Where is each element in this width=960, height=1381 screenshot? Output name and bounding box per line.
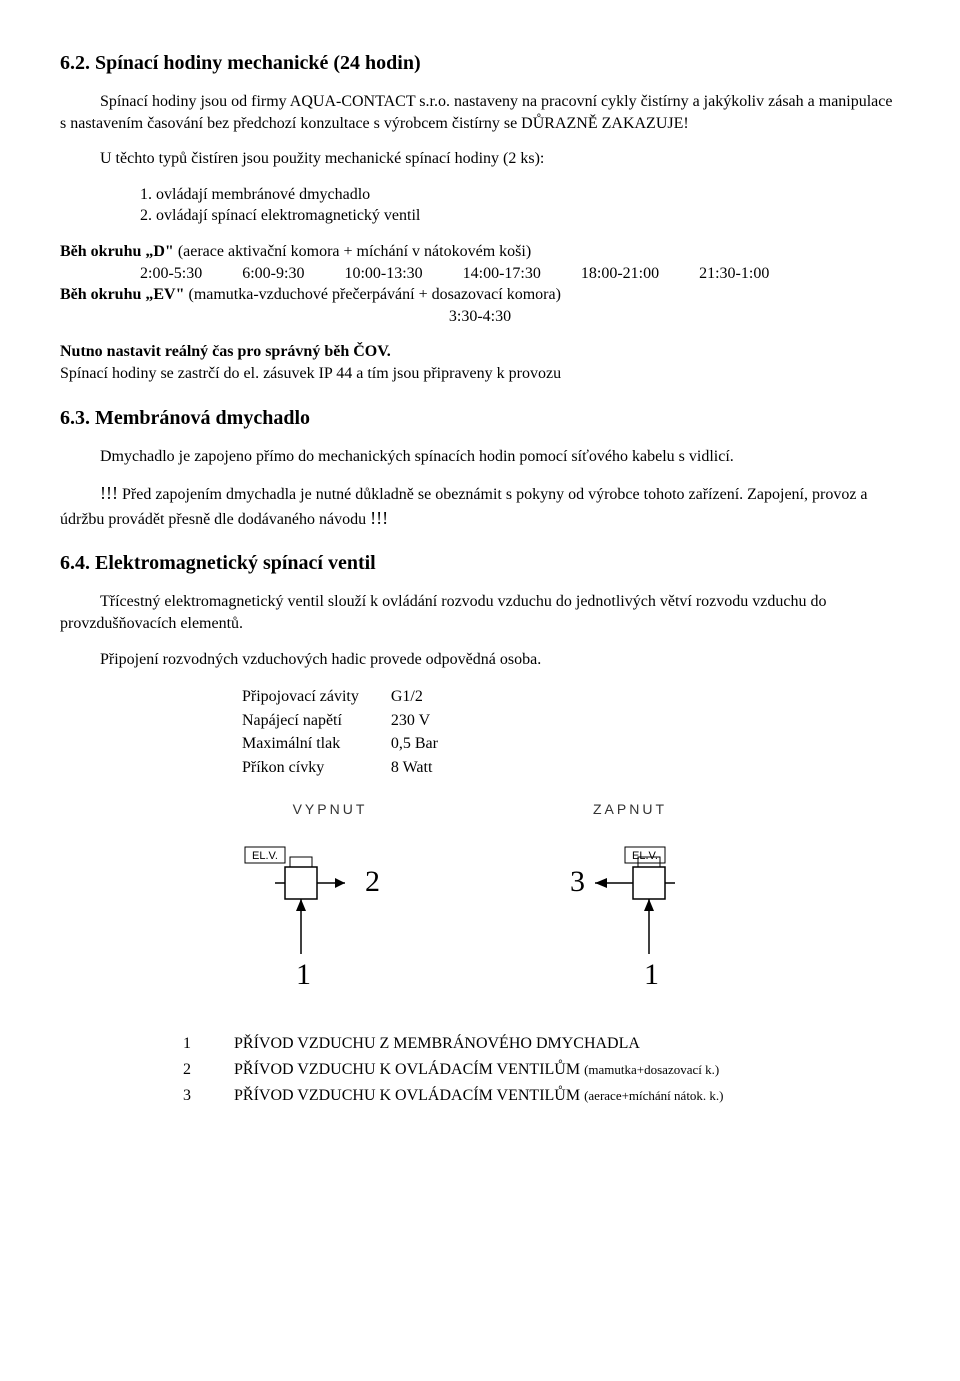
svg-text:1: 1 (644, 958, 659, 989)
paragraph: U těchto typů čistíren jsou použity mech… (60, 148, 900, 170)
schedule-line-d: Běh okruhu „D" (aerace aktivační komora … (60, 241, 900, 263)
table-row: 1 PŘÍVOD VZDUCHU Z MEMBRÁNOVÉHO DMYCHADL… (182, 1032, 725, 1056)
time: 21:30-1:00 (699, 263, 769, 285)
spec-key: Napájecí napětí (242, 710, 389, 732)
paragraph-warning: !!! Před zapojením dmychadla je nutné dů… (60, 481, 900, 530)
spec-val: 8 Watt (391, 757, 468, 779)
svg-text:EL.V.: EL.V. (252, 850, 278, 862)
svg-text:3: 3 (570, 865, 585, 898)
table-row: Připojovací závityG1/2 (242, 686, 468, 708)
desc: (mamutka-vzduchové přečerpávání + dosazo… (184, 286, 560, 303)
time: 2:00-5:30 (140, 263, 202, 285)
table-row: 2 PŘÍVOD VZDUCHU K OVLÁDACÍM VENTILŮM (m… (182, 1058, 725, 1082)
paragraph: Spínací hodiny se zastrčí do el. zásuvek… (60, 363, 900, 385)
paragraph-bold: Nutno nastavit reálný čas pro správný bě… (60, 341, 900, 363)
spec-key: Maximální tlak (242, 733, 389, 755)
schedule-time-ev: 3:30-4:30 (60, 306, 900, 328)
svg-text:2: 2 (365, 865, 380, 898)
time: 18:00-21:00 (581, 263, 659, 285)
spec-val: G1/2 (391, 686, 468, 708)
desc: (aerace aktivační komora + míchání v nát… (174, 243, 531, 260)
legend-table: 1 PŘÍVOD VZDUCHU Z MEMBRÁNOVÉHO DMYCHADL… (180, 1030, 727, 1109)
legend-num: 2 (182, 1058, 231, 1082)
paragraph: Třícestný elektromagnetický ventil slouž… (60, 591, 900, 634)
svg-text:1: 1 (296, 958, 311, 989)
legend-num: 1 (182, 1032, 231, 1056)
table-row: 3 PŘÍVOD VZDUCHU K OVLÁDACÍM VENTILŮM (a… (182, 1084, 725, 1108)
svg-text:EL.V.: EL.V. (632, 850, 658, 862)
state-label-on: ZAPNUT (593, 800, 667, 819)
time: 14:00-17:30 (463, 263, 541, 285)
paragraph: Dmychadlo je zapojeno přímo do mechanick… (60, 446, 900, 468)
spec-val: 0,5 Bar (391, 733, 468, 755)
time: 10:00-13:30 (344, 263, 422, 285)
valve-on: ZAPNUT EL.V. 3 1 (540, 800, 720, 1000)
legend-num: 3 (182, 1084, 231, 1108)
label: Běh okruhu „D" (60, 243, 174, 260)
warn-marks: !!! (100, 483, 118, 503)
time: 6:00-9:30 (242, 263, 304, 285)
numbered-list: 1. ovládají membránové dmychadlo 2. ovlá… (60, 184, 900, 227)
legend-text: PŘÍVOD VZDUCHU K OVLÁDACÍM VENTILŮM (mam… (233, 1058, 725, 1082)
warn-marks: !!! (370, 508, 388, 528)
spec-val: 230 V (391, 710, 468, 732)
legend-text: PŘÍVOD VZDUCHU K OVLÁDACÍM VENTILŮM (aer… (233, 1084, 725, 1108)
state-label-off: VYPNUT (293, 800, 368, 819)
paragraph: Připojení rozvodných vzduchových hadic p… (60, 649, 900, 671)
heading-6-2: 6.2. Spínací hodiny mechanické (24 hodin… (60, 50, 900, 77)
list-item: 2. ovládají spínací elektromagnetický ve… (60, 205, 900, 227)
valve-svg-on: EL.V. 3 1 (540, 829, 720, 989)
valve-svg-off: EL.V. 2 1 (240, 829, 420, 989)
heading-6-3: 6.3. Membránová dmychadlo (60, 405, 900, 432)
schedule-times-d: 2:00-5:30 6:00-9:30 10:00-13:30 14:00-17… (60, 263, 900, 285)
label: Běh okruhu „EV" (60, 286, 184, 303)
list-item: 1. ovládají membránové dmychadlo (60, 184, 900, 206)
table-row: Maximální tlak0,5 Bar (242, 733, 468, 755)
spec-key: Příkon cívky (242, 757, 389, 779)
paragraph: Spínací hodiny jsou od firmy AQUA-CONTAC… (60, 91, 900, 134)
heading-6-4: 6.4. Elektromagnetický spínací ventil (60, 550, 900, 577)
valve-off: VYPNUT EL.V. 2 1 (240, 800, 420, 1000)
spec-table: Připojovací závityG1/2 Napájecí napětí23… (240, 684, 470, 780)
spec-key: Připojovací závity (242, 686, 389, 708)
legend-text: PŘÍVOD VZDUCHU Z MEMBRÁNOVÉHO DMYCHADLA (233, 1032, 725, 1056)
valve-diagram: VYPNUT EL.V. 2 1 ZAPNUT (60, 800, 900, 1000)
table-row: Napájecí napětí230 V (242, 710, 468, 732)
table-row: Příkon cívky8 Watt (242, 757, 468, 779)
schedule-line-ev: Běh okruhu „EV" (mamutka-vzduchové přeče… (60, 284, 900, 306)
